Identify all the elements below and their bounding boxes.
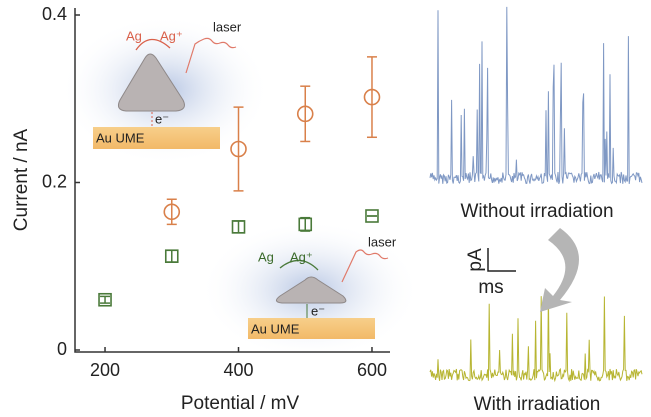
y-axis-label: Current / nA (11, 128, 32, 231)
trace (429, 292, 643, 383)
point (98, 292, 112, 307)
label-laser: laser (213, 19, 242, 34)
label-ag: Ag (258, 249, 274, 264)
point (365, 209, 379, 223)
point (230, 140, 247, 158)
electrode (93, 127, 220, 149)
scale-label: ms (478, 277, 503, 298)
scale-label: pA (465, 248, 486, 272)
label-electrode: Au UME (96, 130, 145, 145)
label-electrode: Au UME (251, 321, 300, 336)
x-axis-label: Potential / mV (181, 393, 300, 414)
trace-label: Without irradiation (460, 201, 613, 222)
label-electron: e⁻ (155, 111, 169, 126)
triangle (118, 53, 185, 112)
point (298, 217, 313, 232)
axes (74, 8, 390, 353)
reaction-arrow (135, 38, 171, 51)
label-electron: e⁻ (311, 303, 325, 318)
label-ag-plus: Ag⁺ (290, 249, 313, 264)
inset-bottom: Ag Ag⁺ laser e⁻ Au UME (200, 220, 420, 360)
laser-arrow (185, 37, 237, 74)
point (164, 249, 179, 263)
point (231, 220, 246, 234)
arrow (540, 228, 579, 312)
laser-arrow (341, 249, 389, 283)
x-tick-label: 400 (223, 360, 253, 380)
label-ag: Ag (126, 28, 142, 43)
point (296, 105, 314, 123)
point (163, 203, 181, 221)
trace (429, 6, 643, 185)
y-tick-label: 0.2 (42, 171, 67, 191)
y-tick-label: 0.4 (42, 4, 67, 24)
electrode (248, 318, 375, 339)
scale-bar (487, 248, 516, 272)
point (363, 88, 381, 106)
x-tick-label: 600 (357, 360, 387, 380)
label-laser: laser (368, 234, 397, 249)
y-tick-label: 0 (57, 339, 67, 359)
reaction-arrow (279, 259, 319, 271)
inset-top: Ag Ag⁺ laser e⁻ Au UME (60, 15, 270, 165)
label-ag-plus: Ag⁺ (160, 28, 183, 43)
x-tick-label: 200 (90, 360, 120, 380)
triangle (276, 276, 347, 304)
trace-label: With irradiation (474, 394, 601, 415)
traces (429, 6, 643, 383)
